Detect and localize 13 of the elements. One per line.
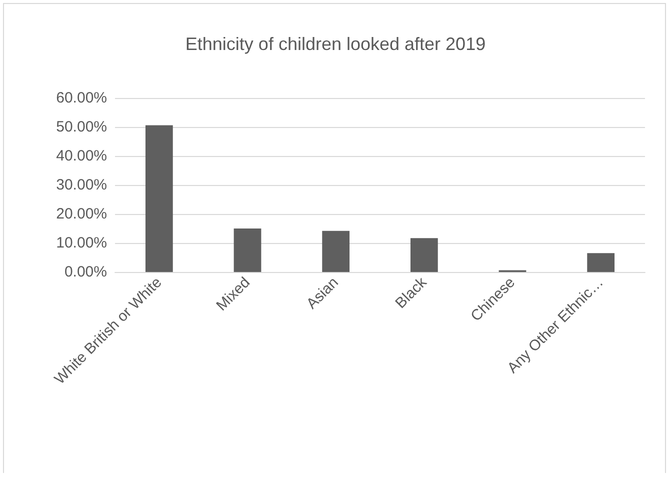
bar [587,253,615,272]
bar [322,230,350,272]
y-tick-label: 50.00% [56,118,107,136]
bar [145,125,173,272]
y-tick-label: 30.00% [56,176,107,194]
y-tick-label: 40.00% [56,148,107,164]
y-tick-label: 0.00% [64,264,107,280]
y-tick-label: 10.00% [56,234,107,252]
y-tick-label: 60.00% [56,90,107,106]
bar [234,228,262,272]
bar [410,238,438,272]
y-tick-label: 20.00% [56,206,107,222]
chart-title: Ethnicity of children looked after 2019 [185,34,486,54]
